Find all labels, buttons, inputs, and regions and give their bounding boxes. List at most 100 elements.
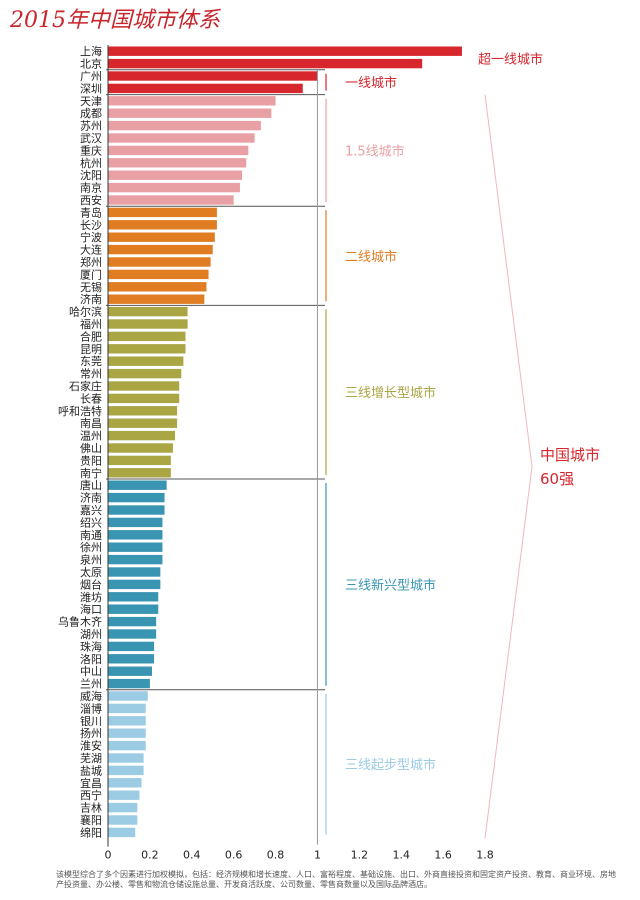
bar [108,604,159,614]
bar [108,554,163,565]
city-label: 深圳 [80,82,102,95]
bar [108,505,165,515]
bar [108,703,146,714]
city-label: 哈尔滨 [69,305,102,319]
city-label: 芜湖 [80,751,102,765]
city-label: 兰州 [80,678,102,691]
group-label: 一线城市 [345,75,397,91]
city-label: 常州 [80,368,102,381]
city-label: 石家庄 [69,379,102,393]
group-label: 三线起步型城市 [345,757,436,773]
city-label: 北京 [80,57,102,71]
bar [108,269,209,280]
city-label: 宜昌 [80,776,102,790]
bar [108,455,171,466]
x-tick-label: 1.6 [434,849,452,862]
bar [108,492,165,503]
bar [108,678,150,689]
bar [108,331,186,342]
bar [108,802,138,813]
city-label: 乌鲁木齐 [58,615,102,629]
x-tick-label: 0 [105,849,112,862]
bar [108,765,144,776]
bar [108,319,188,329]
bar [108,778,142,788]
city-label: 沈阳 [80,168,102,182]
city-label: 洛阳 [80,652,102,666]
bar [108,815,138,825]
city-label: 海口 [80,602,102,616]
city-label: 嘉兴 [80,503,102,517]
city-label: 福州 [80,317,102,331]
city-label: 昆明 [80,343,102,356]
city-label: 长春 [80,392,102,405]
bar [108,344,186,354]
bar [108,232,215,242]
bar-chart: 上海北京广州深圳天津成都苏州武汉重庆杭州沈阳南京西安青岛长沙宁波大连郑州厦门无锡… [58,44,600,862]
x-tick-label: 1.8 [476,849,494,862]
bar [108,579,161,590]
city-label: 淮安 [80,739,102,753]
city-label: 厦门 [80,267,102,281]
city-label: 中山 [80,665,102,678]
bar [108,306,188,317]
x-tick-label: 0.6 [225,849,243,862]
city-label: 南京 [80,181,102,195]
bar [108,257,211,267]
bar [108,654,155,664]
bar [108,542,163,552]
big-bracket-label: 中国城市 [540,446,600,464]
city-label: 银川 [80,714,102,728]
group-label: 三线增长型城市 [345,385,436,401]
bar [108,195,234,205]
city-label: 烟台 [80,577,102,591]
bar [108,443,173,453]
x-tick-label: 0.2 [141,849,159,862]
x-tick-label: 0.8 [267,849,285,862]
city-label: 珠海 [80,639,102,653]
bar [108,71,318,81]
city-label: 贵阳 [80,454,102,467]
bar [108,406,178,416]
city-label: 重庆 [80,143,102,157]
city-label: 绵阳 [80,825,102,839]
city-label: 威海 [80,689,102,703]
city-label: 长沙 [80,219,102,232]
bar [108,790,140,800]
city-label: 吉林 [80,801,102,815]
bar [108,393,180,404]
city-label: 唐山 [80,478,102,492]
bar [108,381,180,391]
bar [108,592,159,602]
city-label: 佛山 [80,442,102,455]
footnote: 该模型综合了多个因素进行加权模拟，包括：经济规模和增长速度、人口、富裕程度、基础… [56,870,616,889]
city-label: 济南 [80,292,102,306]
bar [108,530,163,540]
x-tick-label: 1 [314,849,321,862]
city-label: 上海 [80,44,102,58]
bar [108,108,272,118]
bar [108,753,144,763]
city-label: 武汉 [80,132,102,145]
bar [108,629,157,639]
city-label: 东莞 [80,355,102,368]
group-label: 二线城市 [345,249,397,265]
bar [108,430,176,441]
big-bracket [484,94,533,839]
city-label: 温州 [80,430,102,443]
city-label: 南昌 [80,417,102,430]
bar [108,716,146,726]
bar [108,356,184,366]
city-label: 杭州 [80,156,102,170]
bar [108,418,178,428]
city-label: 青岛 [80,205,102,219]
city-label: 西安 [80,193,102,207]
bar [108,133,255,143]
group-label: 超一线城市 [478,51,543,67]
bar [108,616,157,627]
x-tick-label: 0.4 [183,849,201,862]
bar [108,468,171,478]
city-label: 徐州 [80,540,102,554]
bar [108,567,161,577]
bar [108,158,247,168]
